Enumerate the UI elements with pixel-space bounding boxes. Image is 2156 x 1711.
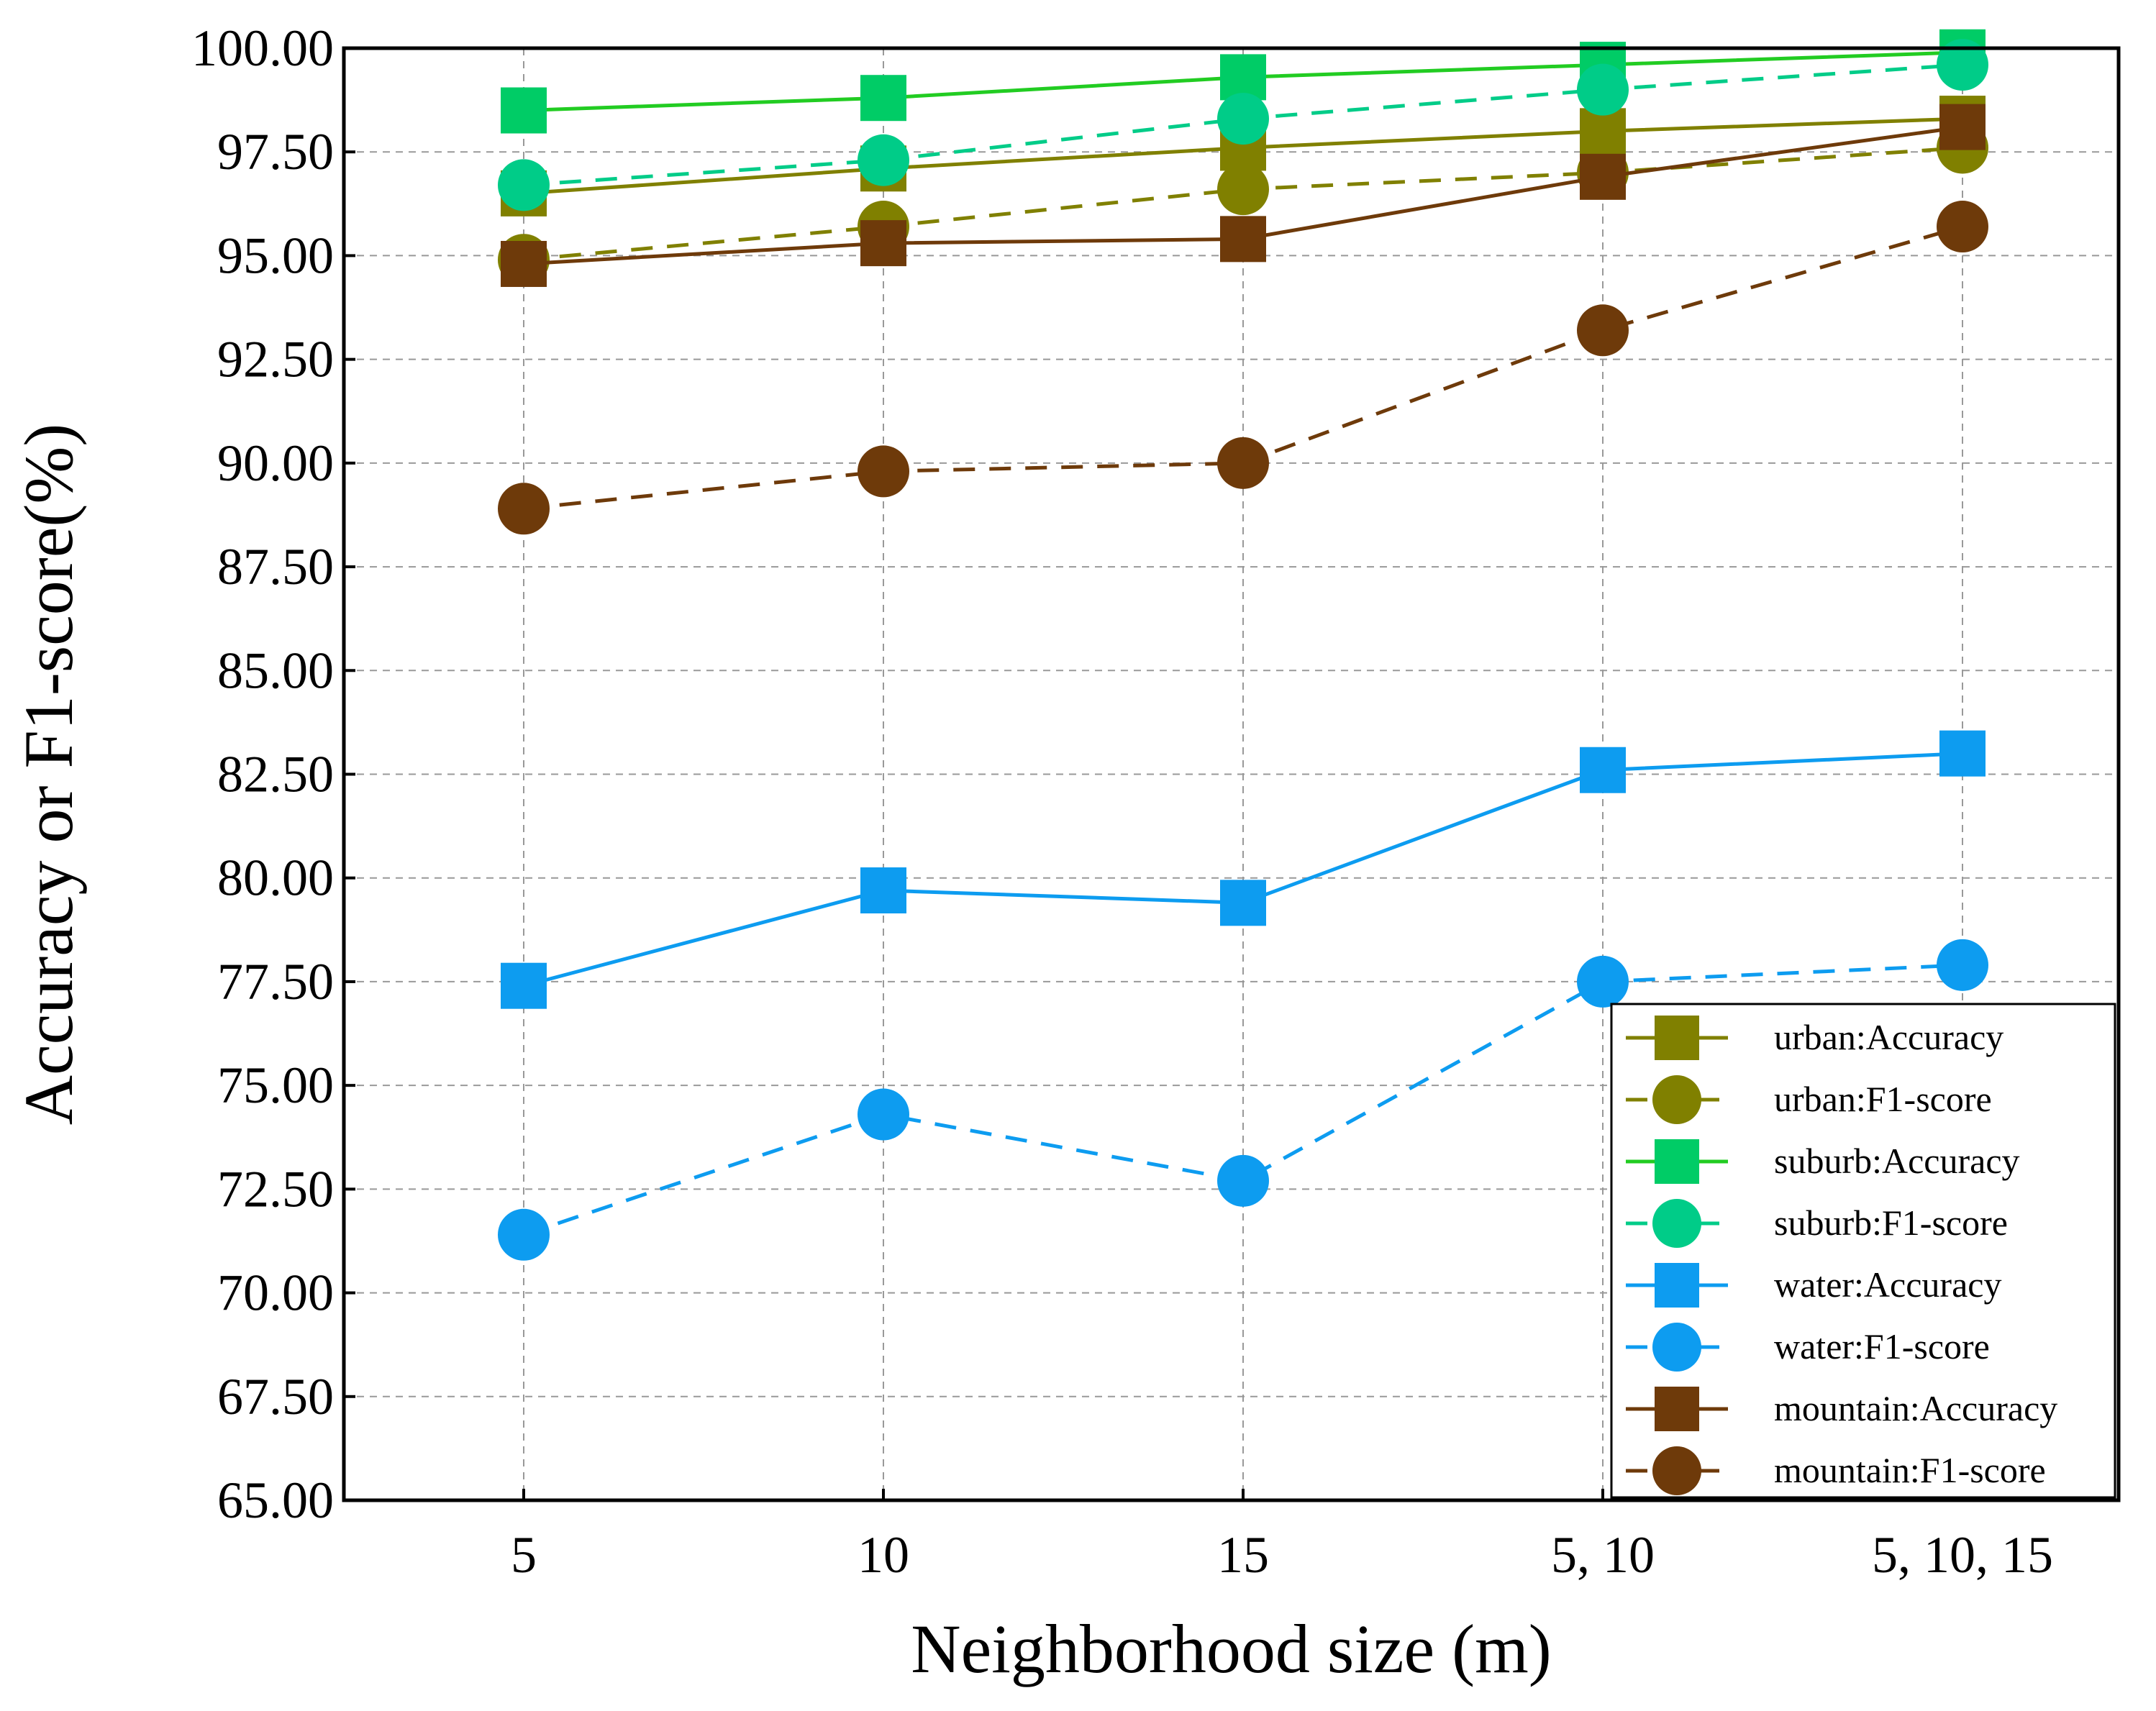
circle-marker bbox=[1937, 39, 1988, 91]
circle-marker bbox=[1937, 201, 1988, 253]
square-marker bbox=[1939, 104, 1986, 150]
y-tick-label: 67.50 bbox=[217, 1368, 334, 1425]
legend-item: suburb:F1-score bbox=[1626, 1199, 2008, 1248]
axes: 65.00 67.50 70.00 72.50 75.00 77.50 80.00 82.50… bbox=[191, 19, 2053, 1584]
y-tick-label: 77.50 bbox=[217, 953, 334, 1010]
legend-label: water:F1-score bbox=[1774, 1326, 1990, 1366]
square-marker bbox=[1580, 747, 1626, 793]
square-marker bbox=[860, 220, 906, 267]
square-marker bbox=[1580, 108, 1626, 155]
square-marker bbox=[1655, 1263, 1699, 1308]
series-line bbox=[523, 963, 1963, 1237]
x-tick-label: 10 bbox=[858, 1526, 909, 1584]
y-tick-label: 82.50 bbox=[217, 746, 334, 803]
circle-marker bbox=[1577, 304, 1629, 357]
legend-item: water:F1-score bbox=[1626, 1323, 1990, 1372]
circle-marker bbox=[858, 134, 909, 186]
circle-marker bbox=[1652, 1199, 1701, 1248]
y-tick-label: 92.50 bbox=[217, 331, 334, 388]
circle-marker bbox=[858, 445, 909, 498]
circle-marker bbox=[1217, 437, 1269, 489]
x-tick-label: 15 bbox=[1217, 1526, 1269, 1584]
circle-marker bbox=[498, 483, 550, 535]
legend-item: suburb:Accuracy bbox=[1626, 1139, 2020, 1184]
circle-marker bbox=[1577, 955, 1629, 1008]
square-marker bbox=[860, 867, 906, 914]
series-layer bbox=[498, 29, 1988, 1261]
y-axis-title: Accuracy or F1-score(%) bbox=[10, 424, 87, 1126]
legend-item: mountain:F1-score bbox=[1626, 1446, 2046, 1495]
legend-label: urban:F1-score bbox=[1774, 1079, 1992, 1119]
legend-label: water:Accuracy bbox=[1774, 1264, 2001, 1305]
y-tick-label: 75.00 bbox=[217, 1057, 334, 1114]
circle-marker bbox=[1652, 1323, 1701, 1372]
circle-marker bbox=[1217, 163, 1269, 216]
x-tick-label: 5 bbox=[511, 1526, 537, 1584]
legend-label: suburb:Accuracy bbox=[1774, 1141, 2020, 1181]
legend-item: urban:F1-score bbox=[1626, 1075, 1992, 1124]
series-water-accuracy bbox=[501, 730, 1986, 1009]
circle-marker bbox=[1937, 939, 1988, 991]
series-suburb-f1-score bbox=[498, 39, 1988, 211]
series-mountain-accuracy bbox=[501, 104, 1986, 287]
y-tick-label: 95.00 bbox=[217, 227, 334, 284]
y-tick-label: 97.50 bbox=[217, 123, 334, 181]
legend-label: mountain:F1-score bbox=[1774, 1450, 2046, 1490]
square-marker bbox=[1655, 1016, 1699, 1060]
y-tick-label: 72.50 bbox=[217, 1160, 334, 1218]
square-marker bbox=[501, 240, 547, 287]
square-marker bbox=[1655, 1387, 1699, 1431]
series-mountain-f1-score bbox=[498, 201, 1988, 535]
y-tick-label: 87.50 bbox=[217, 538, 334, 596]
circle-marker bbox=[858, 1088, 909, 1141]
square-marker bbox=[1580, 153, 1626, 200]
y-tick-label: 65.00 bbox=[217, 1472, 334, 1529]
square-marker bbox=[1655, 1139, 1699, 1184]
legend-label: mountain:Accuracy bbox=[1774, 1388, 2057, 1428]
legend-label: suburb:F1-score bbox=[1774, 1203, 2008, 1243]
square-marker bbox=[1220, 54, 1266, 101]
square-marker bbox=[501, 962, 547, 1009]
y-tick-label: 100.00 bbox=[191, 19, 334, 77]
square-marker bbox=[501, 87, 547, 134]
y-tick-label: 80.00 bbox=[217, 849, 334, 907]
square-marker bbox=[1939, 730, 1986, 777]
square-marker bbox=[1220, 216, 1266, 263]
legend: urban:Accuracy urban:F1-score suburb:Accur… bbox=[1610, 1003, 2116, 1499]
circle-marker bbox=[498, 1208, 550, 1261]
series-water-f1-score bbox=[498, 939, 1988, 1261]
legend-label: urban:Accuracy bbox=[1774, 1017, 2003, 1057]
square-marker bbox=[860, 75, 906, 122]
x-axis-title: Neighborhood size (m) bbox=[911, 1610, 1551, 1687]
circle-marker bbox=[1652, 1446, 1701, 1495]
x-tick-label: 5, 10 bbox=[1551, 1526, 1655, 1584]
y-tick-label: 70.00 bbox=[217, 1264, 334, 1322]
legend-item: water:Accuracy bbox=[1626, 1263, 2001, 1308]
circle-marker bbox=[1577, 63, 1629, 116]
legend-item: mountain:Accuracy bbox=[1626, 1387, 2057, 1431]
circle-marker bbox=[498, 159, 550, 211]
circle-marker bbox=[1217, 1154, 1269, 1207]
square-marker bbox=[1220, 880, 1266, 926]
legend-item: urban:Accuracy bbox=[1626, 1016, 2003, 1060]
y-tick-label: 90.00 bbox=[217, 434, 334, 492]
circle-marker bbox=[1652, 1075, 1701, 1124]
x-tick-label: 5, 10, 15 bbox=[1872, 1526, 2053, 1584]
circle-marker bbox=[1217, 93, 1269, 145]
y-tick-label: 85.00 bbox=[217, 642, 334, 699]
